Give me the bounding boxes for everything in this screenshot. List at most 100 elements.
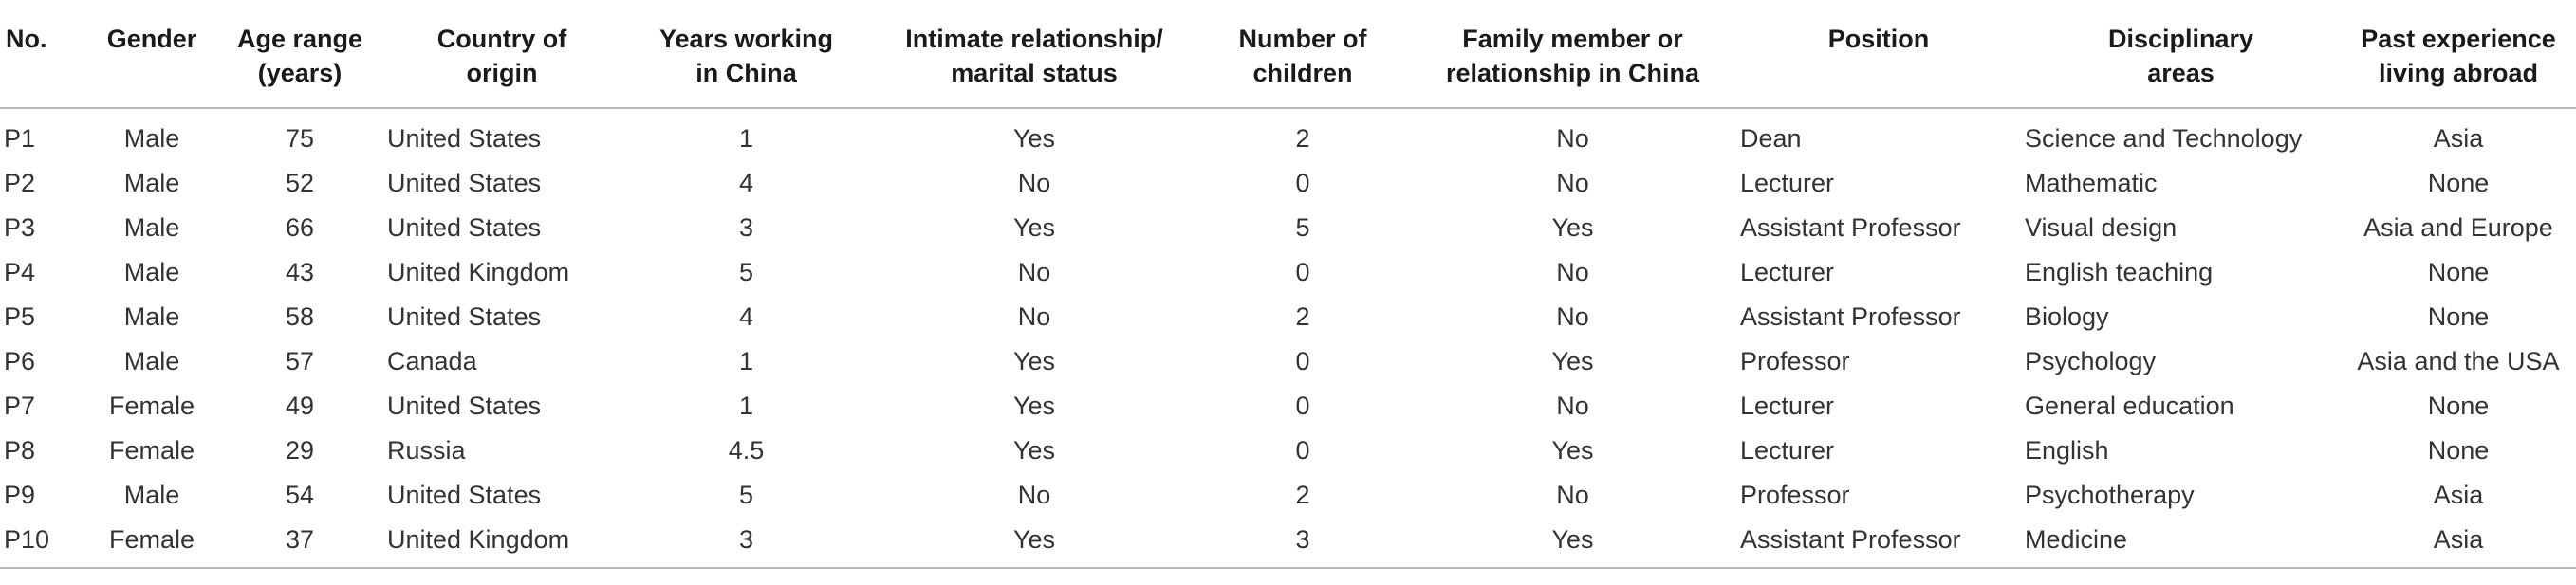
cell-disciplinary-areas: English teaching [2025,258,2214,286]
cell-position: Assistant Professor [1740,213,1961,242]
cell-no: P8 [4,436,36,465]
cell-no: P2 [4,169,36,197]
cell-gender: Male [123,302,180,331]
cell-country: United Kingdom [383,518,621,569]
table-row: P4 Male 43 United Kingdom 5 No 0 No Lecturer Engl… [0,250,2576,295]
cell-years-working: 1 [738,392,754,420]
cell-number-of-children: 2 [1295,481,1310,509]
cell-country: United States [387,392,542,420]
table-body: P1 Male 75 United States 1 Yes 2 No Dean Science … [0,108,2576,569]
table-row: P10 Female 37 United Kingdom 3 Yes 3 Yes Assista… [0,518,2576,569]
header-number-of-children-line-2: children [1252,59,1353,87]
cell-no: P9 [4,481,36,509]
header-gender-label: Gender [106,25,197,53]
header-family-member: Family member or relationship in China [1409,3,1736,109]
cell-position: Assistant Professor [1740,302,1961,331]
cell-country: United States [387,124,542,153]
cell-country: United States [387,481,542,509]
cell-intimate-relationship: Yes [1012,347,1056,375]
cell-number-of-children: 5 [1295,213,1310,242]
header-past-experience-line-1: Past experience [2361,25,2556,53]
cell-family-member: Yes [1409,518,1736,569]
cell-position: Professor [1740,347,1850,375]
cell-number-of-children: 3 [1196,518,1409,569]
cell-family-member: Yes [1551,347,1594,375]
cell-family-member: No [1556,302,1589,331]
cell-position: Lecturer [1740,258,1835,286]
table-row: P5 Male 58 United States 4 No 2 No Assistant Pro… [0,295,2576,339]
cell-past-experience: None [2427,436,2490,465]
cell-number-of-children: 0 [1295,169,1310,197]
cell-disciplinary-areas: Science and Technology [2025,124,2303,153]
cell-years-working: 4 [738,302,754,331]
cell-past-experience: Asia [2433,124,2484,153]
cell-disciplinary-areas: Biology [2025,302,2109,331]
header-past-experience-line-2: living abroad [2378,59,2539,87]
cell-no: P5 [4,302,36,331]
cell-number-of-children: 0 [1295,347,1310,375]
header-disciplinary-areas-line-1: Disciplinary [2107,25,2254,53]
header-intimate-relationship-line-2: marital status [951,59,1118,87]
cell-past-experience: None [2427,169,2490,197]
cell-disciplinary-areas: Psychology [2025,347,2157,375]
cell-gender: Male [123,169,180,197]
cell-family-member: Yes [1551,213,1594,242]
cell-years-working: 3 [738,213,754,242]
cell-years-working: 1 [738,347,754,375]
cell-country: United States [387,169,542,197]
cell-years-working: 4.5 [728,436,765,465]
cell-intimate-relationship: No [1017,169,1051,197]
cell-age-range: 29 [285,436,315,465]
cell-past-experience: None [2427,258,2490,286]
cell-age-range: 52 [285,169,315,197]
cell-no: P10 [0,518,87,569]
cell-intimate-relationship: Yes [1012,392,1056,420]
cell-gender: Female [108,392,195,420]
cell-no: P7 [4,392,36,420]
header-years-working-line-2: in China [695,59,797,87]
header-no: No. [0,3,87,109]
cell-country: Canada [387,347,477,375]
header-years-working-line-1: Years working [658,25,834,53]
cell-intimate-relationship: No [1017,258,1051,286]
participant-table: No. Gender Age range (years) Country of … [0,3,2576,569]
cell-years-working: 1 [738,124,754,153]
cell-gender: Male [123,258,180,286]
cell-number-of-children: 2 [1295,124,1310,153]
cell-age-range: 43 [285,258,315,286]
header-no-label: No. [6,25,47,53]
cell-family-member: No [1556,392,1589,420]
header-number-of-children: Number of children [1196,3,1409,109]
cell-past-experience: Asia and the USA [2357,347,2560,375]
cell-position: Lecturer [1740,169,1835,197]
cell-years-working: 3 [621,518,872,569]
header-position-label: Position [1827,25,1930,53]
cell-no: P4 [4,258,36,286]
cell-gender: Male [123,124,180,153]
table-row: P7 Female 49 United States 1 Yes 0 No Lecturer Ge… [0,384,2576,429]
cell-no: P1 [4,124,36,153]
cell-family-member: No [1556,124,1589,153]
header-disciplinary-areas: Disciplinary areas [2021,3,2341,109]
cell-years-working: 4 [738,169,754,197]
cell-intimate-relationship: Yes [872,518,1196,569]
cell-disciplinary-areas: Medicine [2021,518,2341,569]
header-country-line-1: Country of [436,25,567,53]
cell-age-range: 49 [285,392,315,420]
header-family-member-line-1: Family member or [1462,25,1683,53]
cell-position: Assistant Professor [1736,518,2021,569]
cell-gender: Female [87,518,216,569]
cell-past-experience: None [2427,392,2490,420]
cell-age-range: 58 [285,302,315,331]
cell-age-range: 57 [285,347,315,375]
header-number-of-children-line-1: Number of [1238,25,1367,53]
header-intimate-relationship-line-1: Intimate relationship/ [905,25,1163,53]
header-country: Country of origin [383,3,621,109]
cell-gender: Male [123,347,180,375]
cell-intimate-relationship: Yes [1012,436,1056,465]
cell-country: United States [387,213,542,242]
table-row: P6 Male 57 Canada 1 Yes 0 Yes Professor Psycholog… [0,339,2576,384]
cell-number-of-children: 0 [1295,392,1310,420]
header-age-range: Age range (years) [216,3,383,109]
